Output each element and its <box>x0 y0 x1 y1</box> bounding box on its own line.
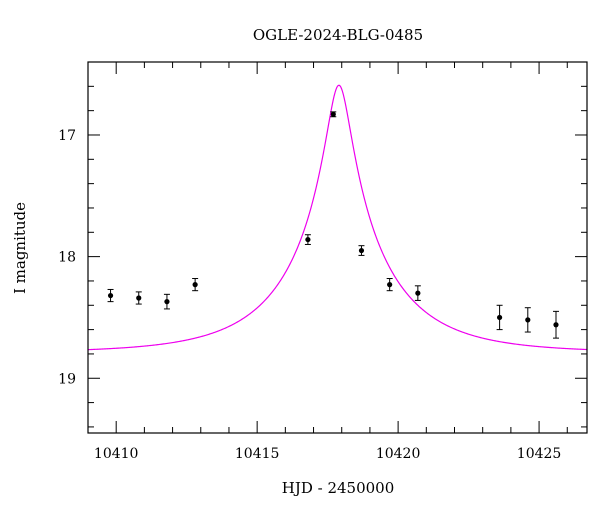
chart-title: OGLE-2024-BLG-0485 <box>253 26 423 44</box>
data-point <box>330 111 336 117</box>
model-curve <box>87 84 588 351</box>
data-point <box>387 282 393 288</box>
y-axis-label: I magnitude <box>11 202 29 294</box>
data-point <box>358 247 365 254</box>
data-point <box>136 295 142 301</box>
data-point <box>164 299 170 305</box>
x-tick-label: 10425 <box>517 446 562 462</box>
data-point <box>553 322 559 328</box>
data-points <box>107 111 559 339</box>
tick-labels: 10410 10415 10420 10425 17 18 19 <box>58 128 561 462</box>
tick-marks <box>87 61 587 433</box>
x-axis-label: HJD - 2450000 <box>282 479 395 497</box>
y-tick-label: 18 <box>58 250 76 266</box>
data-point <box>107 292 114 299</box>
x-tick-label: 10410 <box>94 446 139 462</box>
data-point <box>192 282 198 288</box>
plot-frame <box>87 61 588 434</box>
data-point <box>305 236 311 243</box>
y-tick-label: 19 <box>58 371 76 387</box>
x-tick-label: 10415 <box>235 446 280 462</box>
y-tick-label: 17 <box>58 128 76 144</box>
data-point <box>415 290 421 296</box>
data-point <box>497 314 503 321</box>
x-tick-label: 10420 <box>376 446 421 462</box>
data-point <box>525 317 531 323</box>
